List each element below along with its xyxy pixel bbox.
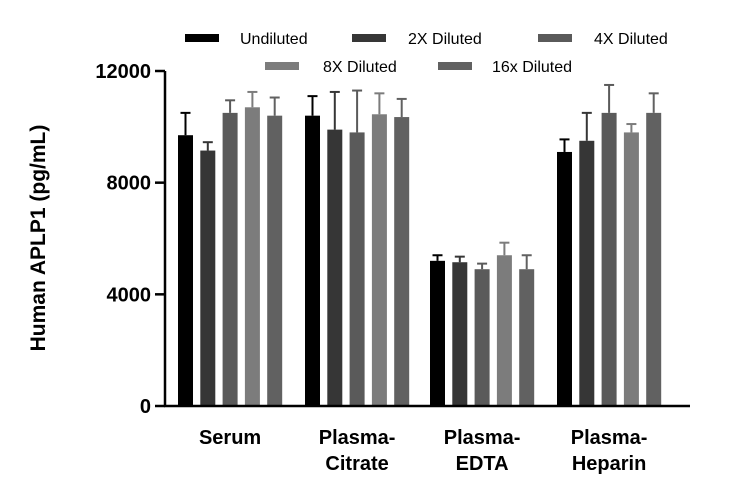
category-label: Citrate xyxy=(325,453,388,475)
bar xyxy=(178,135,193,407)
y-tick-label: 8000 xyxy=(107,173,152,195)
legend-swatch xyxy=(352,34,386,42)
bar xyxy=(430,260,445,406)
bar xyxy=(579,140,595,406)
legend-label: 16x Diluted xyxy=(492,59,572,76)
bar xyxy=(557,151,572,406)
bar xyxy=(244,107,260,407)
y-tick-label: 4000 xyxy=(107,284,152,306)
x-axis: Serum Plasma- Citrate Plasma- EDTA Plasma- Hep… xyxy=(164,404,690,475)
legend-label: 8X Diluted xyxy=(323,59,397,76)
bar xyxy=(200,150,216,406)
bar xyxy=(222,112,238,406)
legend-label: Undiluted xyxy=(240,31,308,48)
bar xyxy=(474,269,490,406)
legend-swatch xyxy=(265,62,299,70)
y-axis-label: Human APLP1 (pg/mL) xyxy=(27,125,50,352)
category-label: Plasma- xyxy=(319,427,396,449)
bar xyxy=(496,255,512,406)
y-tick-label: 12000 xyxy=(95,61,151,83)
legend: Undiluted 2X Diluted 4X Diluted 8X Diluted 1… xyxy=(185,31,668,76)
legend-swatch xyxy=(185,34,219,42)
legend-swatch xyxy=(438,62,472,70)
bar xyxy=(349,132,365,406)
category-label: EDTA xyxy=(456,453,509,475)
bar xyxy=(305,115,320,407)
legend-swatch xyxy=(538,34,572,42)
bar xyxy=(394,117,410,406)
category-label: Heparin xyxy=(572,453,646,475)
category-label: Plasma- xyxy=(571,427,648,449)
bar xyxy=(371,114,387,406)
legend-label: 4X Diluted xyxy=(594,31,668,48)
bar xyxy=(623,132,639,406)
bar xyxy=(601,112,617,406)
legend-label: 2X Diluted xyxy=(408,31,482,48)
y-axis: 0 4000 8000 12000 xyxy=(95,61,167,418)
bars xyxy=(178,83,662,407)
bar xyxy=(519,269,535,406)
y-tick-label: 0 xyxy=(140,396,151,418)
category-label: Serum xyxy=(199,427,261,449)
bar xyxy=(646,112,662,406)
bar xyxy=(267,115,283,407)
bar xyxy=(327,129,343,406)
bar xyxy=(452,262,468,406)
category-label: Plasma- xyxy=(444,427,521,449)
